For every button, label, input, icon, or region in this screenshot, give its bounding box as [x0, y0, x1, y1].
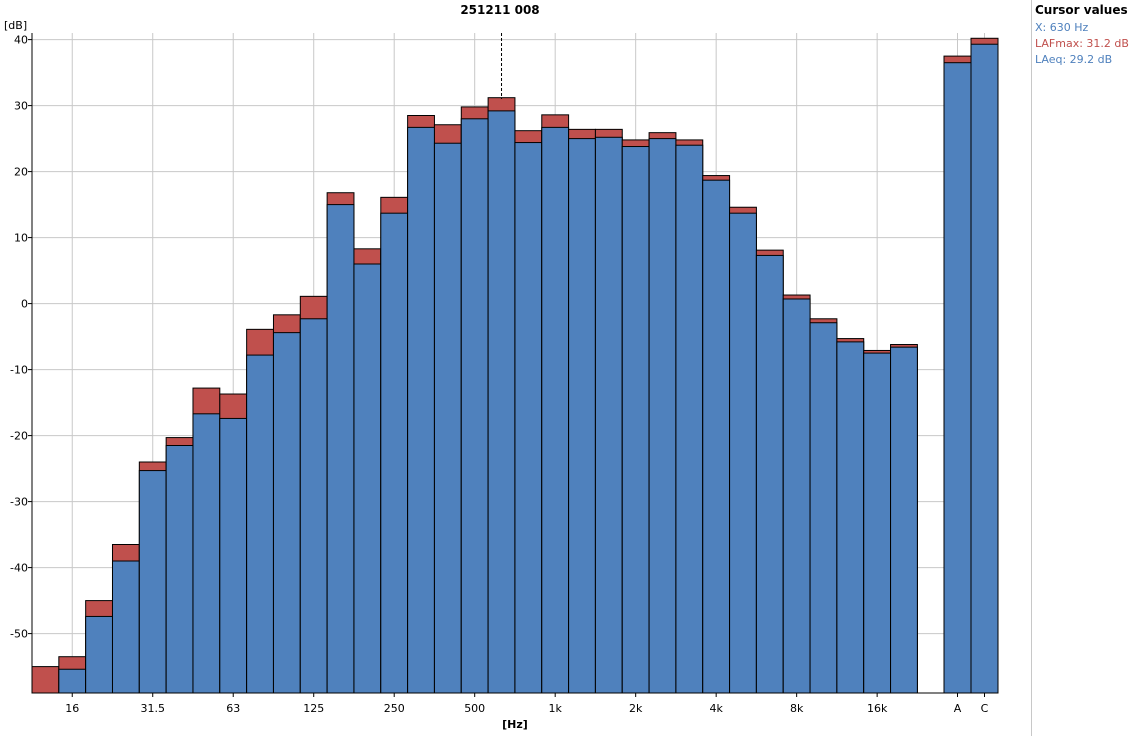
chart-title: 251211 008	[460, 3, 539, 17]
bar-laeq	[863, 352, 892, 694]
bar-laeq	[380, 212, 409, 694]
bar-laeq	[407, 126, 435, 694]
bar-laeq	[326, 204, 355, 694]
bar-laeq	[460, 118, 489, 694]
bar-laeq	[755, 254, 784, 694]
cursor-lafmax-value: LAFmax: 31.2 dB	[1035, 37, 1129, 50]
y-axis-unit-label: [dB]	[4, 19, 27, 32]
y-tick-label: -20	[10, 430, 28, 443]
bar-laeq	[487, 110, 516, 694]
cursor-laeq-value: LAeq: 29.2 dB	[1035, 53, 1113, 66]
axes	[28, 33, 998, 697]
bar-laeq	[246, 354, 274, 694]
y-tick-label: -10	[10, 364, 28, 377]
tick-labels: -50 -40 -30 -20 -10 0 10 20 30 40 16 31.5 63 125 250 50…	[10, 34, 989, 715]
x-tick-label: 250	[384, 702, 405, 715]
bar-laeq	[111, 560, 140, 694]
bar-laeq	[568, 138, 596, 694]
y-tick-label: -50	[10, 628, 28, 641]
y-tick-label: -30	[10, 496, 28, 509]
bar-laeq	[648, 138, 677, 694]
x-tick-label: 500	[464, 702, 485, 715]
y-tick-label: 0	[21, 298, 28, 311]
x-tick-label: A	[954, 702, 962, 715]
x-tick-label: 1k	[548, 702, 562, 715]
cursor-values-title: Cursor values	[1035, 3, 1128, 17]
x-tick-label: 2k	[629, 702, 643, 715]
x-tick-label: 8k	[790, 702, 804, 715]
x-tick-label: 16	[65, 702, 79, 715]
y-tick-label: 10	[14, 232, 28, 245]
bar-laeq	[192, 413, 221, 694]
bar-laeq	[836, 341, 865, 694]
bar-laeq	[299, 318, 328, 694]
bar-laeq	[782, 298, 811, 694]
bar-lafmax	[31, 666, 60, 694]
bar-laeq	[890, 346, 918, 694]
x-tick-label: 4k	[709, 702, 723, 715]
bar-laeq	[970, 43, 999, 694]
bar-laeq	[621, 146, 650, 694]
bar-laeq	[702, 179, 731, 694]
bar-laeq	[729, 212, 757, 694]
bar-laeq	[85, 615, 113, 694]
y-tick-label: -40	[10, 562, 28, 575]
bars	[31, 37, 999, 694]
x-tick-label: 16k	[867, 702, 888, 715]
bar-laeq	[514, 142, 543, 694]
spectrum-chart[interactable]: 251211 008 [dB] [Hz] -50 -40 -30 -20 -10 0 10 2…	[0, 0, 1031, 736]
bar-laeq	[541, 126, 570, 694]
bar-laeq	[433, 142, 462, 694]
bar-laeq	[272, 332, 301, 694]
x-axis-unit-label: [Hz]	[502, 718, 528, 731]
y-tick-label: 20	[14, 166, 28, 179]
bar-laeq	[594, 136, 623, 694]
bar-laeq	[675, 144, 704, 694]
bar-laeq	[943, 62, 972, 694]
bar-laeq	[165, 445, 194, 694]
bar-laeq	[138, 470, 167, 694]
cursor-values-panel: Cursor values X: 630 Hz LAFmax: 31.2 dB …	[1031, 0, 1134, 736]
cursor-x-value: X: 630 Hz	[1035, 21, 1089, 34]
bar-laeq	[353, 263, 382, 694]
bar-laeq	[58, 668, 87, 694]
x-tick-label: 63	[226, 702, 240, 715]
bar-laeq	[809, 322, 838, 694]
x-tick-label: 125	[303, 702, 324, 715]
y-tick-label: 40	[14, 34, 28, 47]
x-tick-label: C	[981, 702, 989, 715]
x-tick-label: 31.5	[140, 702, 165, 715]
bar-laeq	[219, 417, 248, 694]
y-tick-label: 30	[14, 100, 28, 113]
